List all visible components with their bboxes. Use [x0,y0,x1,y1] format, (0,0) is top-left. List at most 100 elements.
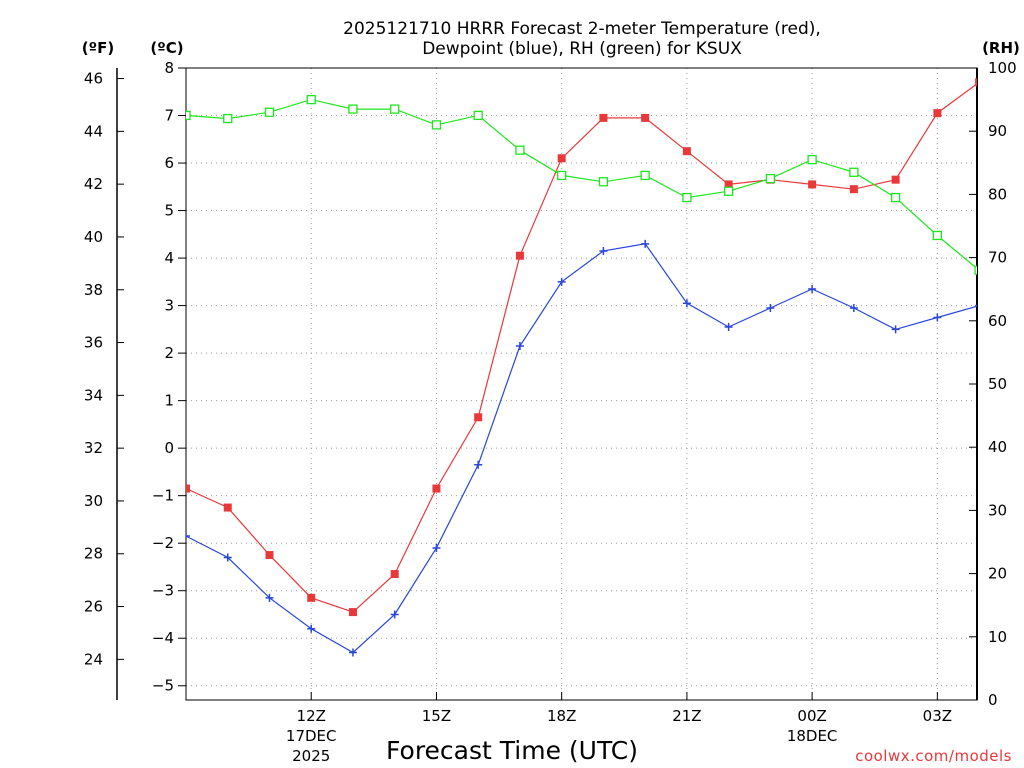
fahrenheit-tick-label: 34 [84,386,103,404]
fahrenheit-tick-label: 32 [84,439,103,457]
celsius-axis-ticks: −5 −4 −3 −2 −1 0 1 2 3 4 5 6 7 8 [152,59,186,695]
dewpoint-point [265,593,274,602]
chart-title-line2: Dewpoint (blue), RH (green) for KSUX [422,39,742,59]
temperature-point [265,551,274,560]
celsius-tick-label: −1 [152,487,174,505]
credit-text: coolwx.com/models [855,747,1012,765]
dewpoint-point [390,610,399,619]
rh-point [515,145,525,155]
fahrenheit-tick-label: 28 [84,545,103,563]
rh-point [890,192,901,203]
dewpoint-point [891,325,900,334]
rh-point [186,110,191,121]
grid-lines [186,68,977,700]
chart-title-line1: 2025121710 HRRR Forecast 2-meter Tempera… [343,19,821,39]
fahrenheit-axis-ticks: 24 26 28 30 32 34 36 38 40 42 44 46 [84,70,124,668]
rh-point [974,265,977,275]
x-axis-label: Forecast Time (UTC) [386,736,638,765]
fahrenheit-tick-label: 46 [84,70,103,88]
dewpoint-point [975,304,977,307]
celsius-tick-label: 4 [164,249,174,267]
fahrenheit-tick-label: 38 [84,281,103,299]
dewpoint-point [223,553,232,562]
celsius-tick-label: 6 [164,154,174,172]
dewpoint-point [766,303,775,312]
temperature-point [348,608,357,617]
time-tick-year: 2025 [292,747,330,765]
rh-unit-label: (RH) [982,39,1020,57]
fahrenheit-unit-label: (ºF) [82,39,114,57]
dewpoint-point [599,246,608,255]
rh-tick-label: 90 [988,122,1007,140]
rh-point [264,107,275,117]
celsius-tick-label: −3 [152,582,174,600]
temperature-point [808,180,817,189]
rh-point [431,120,442,130]
temperature-point [891,175,900,184]
temperature-point [724,180,733,189]
temperature-point [432,484,441,493]
temperature-line [186,83,977,613]
rh-tick-label: 70 [988,249,1007,267]
rh-point [306,94,316,105]
dewpoint-point [348,648,357,657]
temperature-point [849,185,858,194]
dewpoint-point [432,543,441,552]
temperature-point [682,147,691,156]
time-tick-label: 03Z [923,707,952,725]
dewpoint-point [641,239,650,248]
celsius-tick-label: 5 [164,202,174,220]
rh-point [765,173,776,184]
temperature-point [933,109,942,118]
celsius-tick-label: 3 [164,297,174,315]
dewpoint-point [474,460,483,469]
celsius-tick-label: 0 [164,439,174,457]
dewpoint-point [557,277,566,286]
rh-point [557,170,567,181]
time-tick-label: 21Z [672,707,701,725]
temperature-point [599,113,608,122]
rh-tick-label: 0 [988,691,998,709]
dewpoint-series [186,239,977,657]
temperature-series [186,78,977,617]
rh-line [186,98,977,270]
temperature-point [474,413,483,422]
rh-axis-ticks: 0 10 20 30 40 50 60 70 80 90 100 [969,59,1017,709]
time-tick-date: 17DEC [286,727,337,745]
celsius-unit-label: (ºC) [150,39,183,57]
celsius-tick-label: 1 [164,392,174,410]
time-tick-label: 18Z [547,707,576,725]
rh-tick-label: 20 [988,565,1007,583]
time-tick-label: 00Z [797,707,826,725]
dewpoint-line [186,243,977,654]
rh-tick-label: 100 [988,59,1017,77]
rh-series [186,94,977,275]
temperature-point [223,503,232,512]
celsius-tick-label: 7 [164,107,174,125]
fahrenheit-tick-label: 26 [84,598,103,616]
rh-tick-label: 60 [988,312,1007,330]
rh-point [598,177,609,187]
celsius-tick-label: 2 [164,344,174,362]
fahrenheit-tick-label: 36 [84,334,103,352]
dewpoint-point [933,313,942,322]
rh-point [682,192,692,203]
time-tick-date: 18DEC [787,727,838,745]
celsius-tick-label: 8 [164,59,174,77]
temperature-point [390,570,399,579]
dewpoint-point [515,341,524,350]
fahrenheit-tick-label: 24 [84,650,103,668]
dewpoint-point [849,303,858,312]
time-axis-ticks: 12Z 17DEC 2025 15Z 18Z 21Z 00Z 18DEC 03Z [286,692,952,765]
temperature-point [515,251,524,260]
dewpoint-point [682,299,691,308]
celsius-tick-label: −2 [152,534,174,552]
temperature-point [186,484,190,493]
fahrenheit-tick-label: 42 [84,175,103,193]
rh-point [932,230,942,241]
dewpoint-point [808,284,817,293]
rh-tick-label: 40 [988,438,1007,456]
rh-tick-label: 50 [988,375,1007,393]
rh-point [390,104,400,114]
